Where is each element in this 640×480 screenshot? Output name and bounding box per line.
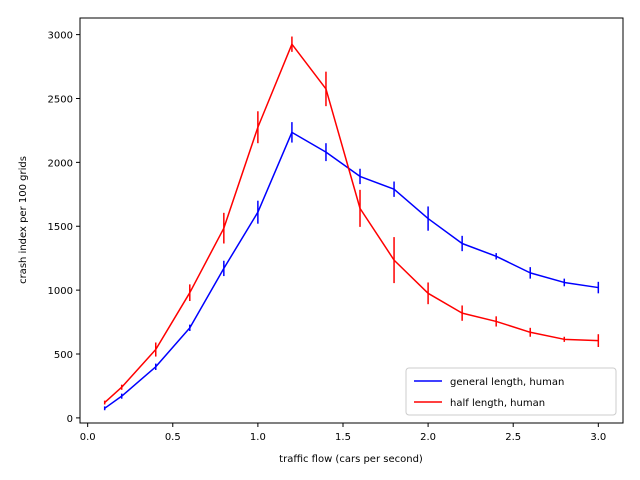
legend-label-general: general length, human <box>450 377 564 388</box>
x-tick-label: 2.0 <box>420 432 436 443</box>
legend: general length, human half length, human <box>405 367 617 416</box>
x-tick-label: 3.0 <box>590 432 606 443</box>
y-tick-label: 500 <box>54 350 73 361</box>
y-tick-label: 1500 <box>48 222 73 233</box>
legend-label-half: half length, human <box>450 398 545 409</box>
x-tick-label: 0.0 <box>80 432 96 443</box>
y-tick-label: 0 <box>67 414 73 425</box>
x-axis-label: traffic flow (cars per second) <box>279 454 423 465</box>
x-tick-label: 0.5 <box>165 432 181 443</box>
y-tick-label: 2500 <box>48 94 73 105</box>
y-tick-label: 2000 <box>48 158 73 169</box>
plot-frame <box>79 17 624 424</box>
series-line-general <box>104 131 599 409</box>
series-layer <box>103 36 600 411</box>
x-tick-label: 1.0 <box>250 432 266 443</box>
y-tick-label: 1000 <box>48 286 73 297</box>
legend-frame <box>405 367 617 416</box>
series-line-half <box>104 43 599 404</box>
y-axis-label: crash index per 100 grids <box>18 156 29 284</box>
x-tick-label: 1.5 <box>335 432 351 443</box>
x-tick-label: 2.5 <box>505 432 521 443</box>
y-tick-label: 3000 <box>48 31 73 42</box>
plot-background <box>80 18 623 423</box>
axes-layer: 0.0 0.5 1.0 1.5 2.0 2.5 3.0 0 500 1000 1500 2000 250… <box>48 31 607 443</box>
